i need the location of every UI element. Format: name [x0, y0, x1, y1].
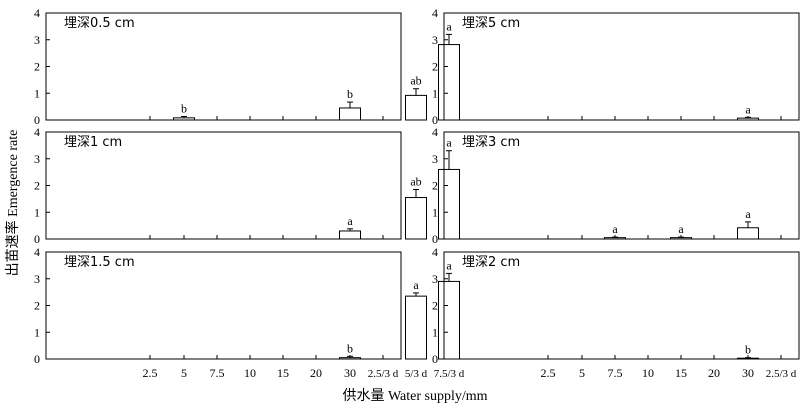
bar [405, 295, 427, 360]
panel-1: 0 1 2 3 4 b b ab a 埋深0.5 cm [34, 6, 460, 127]
x-tick-label: 7.5/3 d [434, 368, 465, 380]
bar [339, 230, 361, 240]
y-tick-label: 0 [34, 352, 40, 366]
y-tick-label: 0 [432, 113, 438, 127]
bar [438, 280, 460, 360]
y-tick-label: 3 [432, 152, 438, 166]
x-tick-label: 2.5 [541, 366, 556, 380]
y-tick-label: 1 [432, 205, 438, 219]
y-tick-label: 0 [34, 113, 40, 127]
significance-label: a [413, 278, 419, 292]
panel-title: 埋深1.5 cm [64, 255, 135, 270]
panel-title: 埋深0.5 cm [64, 16, 135, 31]
panel-6: 01234baa埋深2 cm [432, 245, 800, 366]
y-tick-label: 4 [34, 245, 40, 259]
significance-label: a [612, 222, 618, 236]
significance-label: a [678, 222, 684, 236]
y-tick-label: 3 [432, 272, 438, 286]
bar [737, 357, 759, 360]
significance-label: b [347, 87, 353, 101]
x-tick-label: 30 [742, 366, 754, 380]
y-tick-label: 3 [432, 33, 438, 47]
bar [737, 227, 759, 240]
y-tick-label: 4 [432, 245, 438, 259]
significance-label: ab [410, 74, 421, 88]
y-tick-label: 2 [34, 60, 40, 74]
bar [604, 237, 626, 240]
significance-label: ab [410, 175, 421, 189]
y-tick-label: 1 [34, 205, 40, 219]
y-tick-label: 0 [432, 232, 438, 246]
significance-label: a [446, 19, 452, 33]
x-tick-label: 2.5 [143, 366, 158, 380]
x-tick-label: 2.5/3 d [368, 368, 399, 380]
x-tick-label: 30 [344, 366, 356, 380]
panel-4: 01234aaaaa埋深3 cm [432, 125, 800, 246]
bar [438, 44, 460, 121]
x-tick-label: 10 [244, 366, 256, 380]
panel-5: 0 1 2 3 4 b a a 埋深1.5 cm [34, 245, 460, 366]
significance-label: a [745, 102, 751, 116]
panel-2: 01234aaa埋深5 cm [432, 6, 800, 127]
significance-label: b [745, 343, 751, 357]
panel-title: 埋深3 cm [462, 135, 520, 150]
significance-label: b [347, 341, 353, 355]
y-tick-label: 0 [432, 352, 438, 366]
y-tick-label: 1 [34, 325, 40, 339]
y-tick-label: 4 [432, 6, 438, 20]
x-tick-label: 7.5 [210, 366, 225, 380]
x-tick-label: 10 [642, 366, 654, 380]
panel-title: 埋深5 cm [462, 16, 520, 31]
y-axis-label: 出苗速率 Emergence rate [4, 130, 21, 277]
bar [405, 197, 427, 240]
y-tick-label: 4 [34, 6, 40, 20]
x-tick-label: 5 [181, 366, 187, 380]
bar [339, 107, 361, 121]
bar [339, 357, 361, 360]
bar [737, 117, 759, 121]
y-tick-label: 4 [34, 125, 40, 139]
x-tick-label: 15 [675, 366, 687, 380]
x-tick-label: 5/3 d [405, 368, 428, 380]
x-tick-label: 7.5 [608, 366, 623, 380]
y-tick-label: 3 [34, 33, 40, 47]
x-tick-label: 20 [708, 366, 720, 380]
y-tick-label: 3 [34, 272, 40, 286]
x-tick-label: 20 [310, 366, 322, 380]
significance-label: b [181, 102, 187, 116]
y-tick-label: 2 [34, 179, 40, 193]
bar [670, 237, 692, 240]
panel-title: 埋深1 cm [64, 135, 122, 150]
significance-label: a [446, 258, 452, 272]
bar [405, 94, 427, 121]
x-tick-label: 15 [277, 366, 289, 380]
y-tick-label: 2 [432, 299, 438, 313]
y-tick-label: 4 [432, 125, 438, 139]
bar [173, 117, 195, 121]
y-tick-label: 1 [432, 325, 438, 339]
y-tick-label: 0 [34, 232, 40, 246]
significance-label: a [446, 136, 452, 150]
y-tick-label: 1 [432, 86, 438, 100]
x-axis-label: 供水量 Water supply/mm [342, 388, 487, 404]
x-tick-label: 5 [579, 366, 585, 380]
significance-label: a [745, 207, 751, 221]
x-tick-label: 2.5/3 d [766, 368, 797, 380]
y-tick-label: 3 [34, 152, 40, 166]
significance-label: a [347, 214, 353, 228]
y-tick-label: 2 [432, 60, 438, 74]
panel-title: 埋深2 cm [462, 255, 520, 270]
bar [438, 168, 460, 240]
y-tick-label: 2 [432, 179, 438, 193]
y-tick-label: 2 [34, 299, 40, 313]
y-tick-label: 1 [34, 86, 40, 100]
